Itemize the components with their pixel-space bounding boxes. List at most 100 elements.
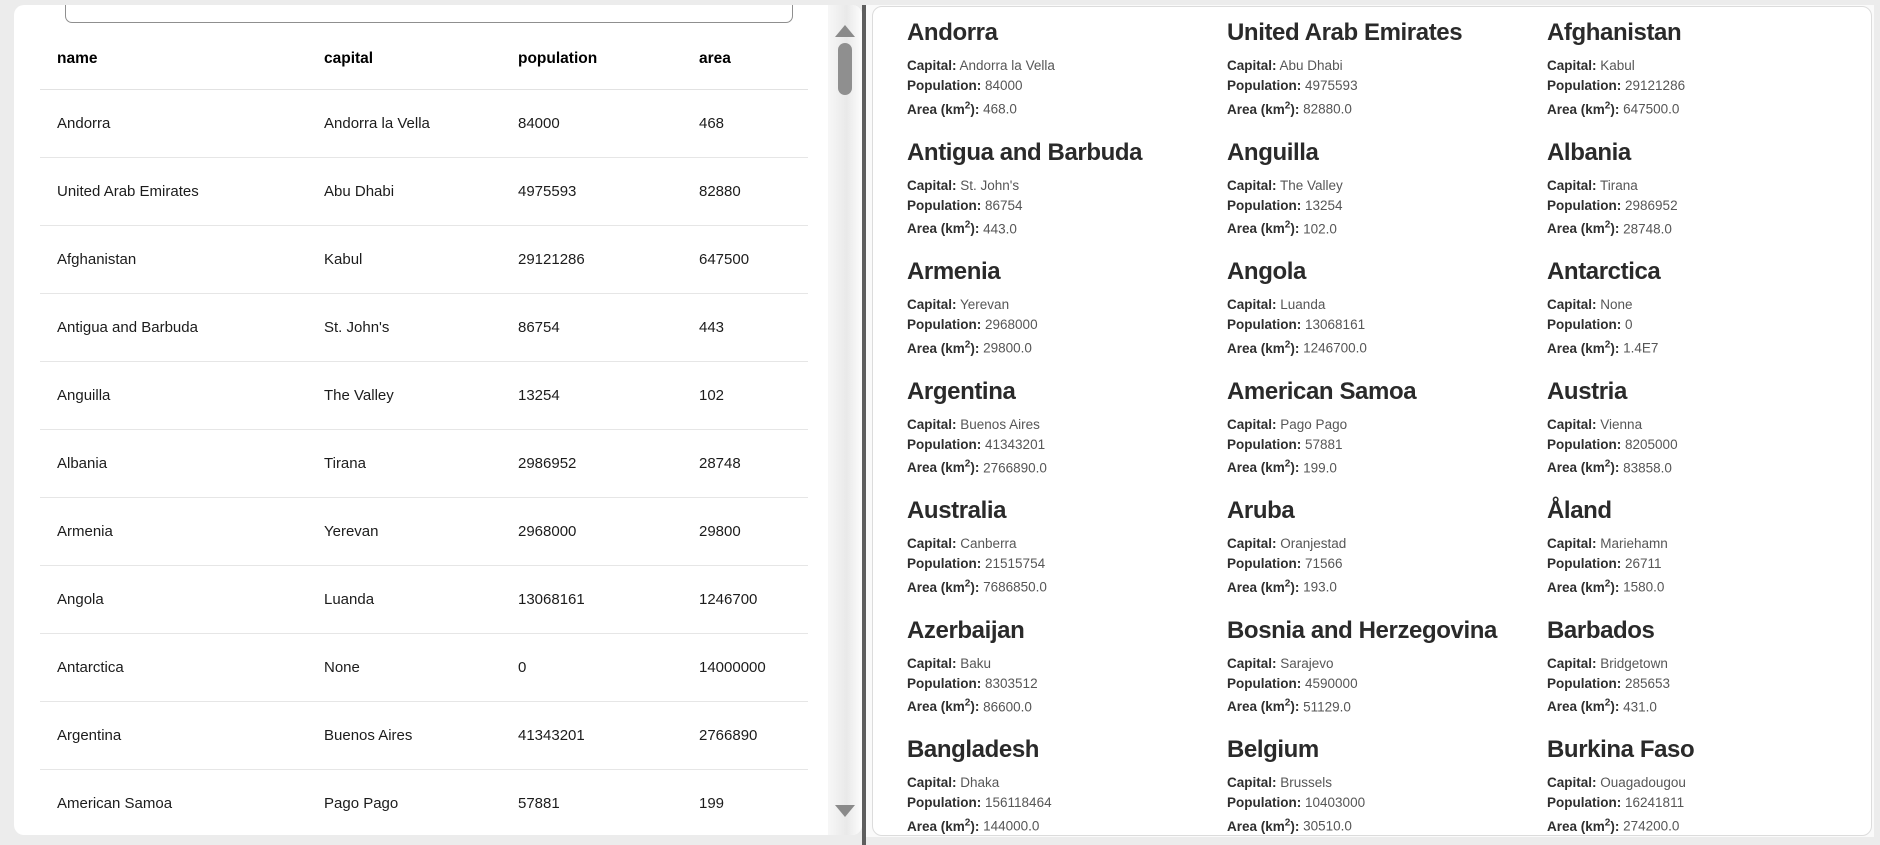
capital-label: Capital: [1227, 177, 1277, 193]
country-name: Azerbaijan [907, 616, 1025, 644]
population-label: Population: [1227, 556, 1302, 571]
population-value: 13254 [1305, 197, 1343, 213]
table-cell: St. John's [307, 293, 501, 362]
area-line: Area (km2): 468.0 [907, 96, 1197, 120]
area-line: Area (km2): 1246700.0 [1227, 335, 1517, 359]
country-card: Barbados Capital: Bridgetown Population: 2… [1547, 617, 1837, 718]
table-cell: Afghanistan [40, 225, 307, 294]
capital-label: Capital: [907, 775, 957, 790]
scroll-up-arrow-icon[interactable] [835, 25, 855, 37]
area-value: 199.0 [1303, 460, 1337, 475]
population-line: Population: 2968000 [907, 315, 1197, 335]
search-input[interactable] [65, 5, 793, 23]
capital-line: Capital: Buenos Aires [907, 415, 1197, 435]
area-line: Area (km2): 30510.0 [1227, 813, 1517, 835]
capital-label: Capital: [907, 58, 957, 73]
area-value: 647500.0 [1623, 101, 1680, 117]
area-line: Area (km2): 199.0 [1227, 455, 1517, 479]
vertical-scrollbar[interactable] [828, 5, 862, 835]
capital-value: St. John's [960, 177, 1020, 193]
capital-label: Capital: [1227, 416, 1277, 432]
country-name: Anguilla [1227, 138, 1319, 166]
country-card: Burkina Faso Capital: Ouagadougou Populati… [1547, 736, 1837, 835]
country-card: Anguilla Capital: The Valley Population: 1… [1227, 139, 1517, 240]
table-cell: Albania [40, 429, 307, 498]
population-label: Population: [1547, 795, 1622, 810]
capital-line: Capital: Mariehamn [1547, 534, 1837, 554]
capital-line: Capital: Tirana [1547, 176, 1837, 196]
capital-label: Capital: [907, 297, 957, 312]
area-label: Area (km2): [1227, 458, 1300, 476]
country-name: Burkina Faso [1547, 736, 1695, 763]
capital-line: Capital: Ouagadougou [1547, 773, 1837, 793]
area-label: Area (km2): [1547, 100, 1620, 117]
capital-line: Capital: Canberra [907, 534, 1197, 554]
area-value: 1246700.0 [1303, 340, 1367, 356]
population-label: Population: [1227, 795, 1302, 810]
capital-line: Capital: The Valley [1227, 176, 1517, 196]
column-header-name: name [40, 28, 307, 90]
population-label: Population: [907, 675, 982, 691]
area-label: Area (km2): [1227, 817, 1300, 834]
country-card: Aruba Capital: Oranjestad Population: 7156… [1227, 497, 1517, 598]
table-cell: Anguilla [40, 361, 307, 430]
population-line: Population: 57881 [1227, 435, 1517, 455]
population-value: 8205000 [1625, 436, 1678, 452]
table-cell: Buenos Aires [307, 701, 501, 770]
scroll-down-arrow-icon[interactable] [835, 805, 855, 817]
country-name: American Samoa [1227, 377, 1417, 405]
table-header: name capital population area [40, 28, 808, 90]
country-card: Australia Capital: Canberra Population: 21… [907, 497, 1197, 598]
capital-line: Capital: Andorra la Vella [907, 56, 1197, 76]
area-line: Area (km2): 2766890.0 [907, 455, 1197, 479]
table-row: Angola Luanda 13068161 1246700 [40, 565, 808, 634]
column-header-capital: capital [307, 28, 501, 90]
country-card: Antarctica Capital: None Population: 0 Area… [1547, 258, 1837, 359]
area-value: 28748.0 [1623, 221, 1672, 236]
country-name: United Arab Emirates [1227, 19, 1463, 46]
capital-line: Capital: Abu Dhabi [1227, 56, 1517, 76]
population-label: Population: [1227, 317, 1302, 332]
area-value: 86600.0 [983, 699, 1032, 714]
area-line: Area (km2): 144000.0 [907, 813, 1197, 835]
area-value: 51129.0 [1303, 699, 1351, 714]
table-cell: Yerevan [307, 497, 501, 566]
area-line: Area (km2): 51129.0 [1227, 694, 1517, 718]
capital-label: Capital: [1227, 536, 1277, 551]
country-card: Åland Capital: Mariehamn Population: 26711… [1547, 497, 1837, 598]
table-row: American Samoa Pago Pago 57881 199 [40, 769, 808, 835]
capital-label: Capital: [1227, 655, 1277, 671]
table-cell: 28748 [682, 429, 808, 498]
area-line: Area (km2): 29800.0 [907, 335, 1197, 359]
country-name: Belgium [1227, 736, 1319, 763]
table-row: Anguilla The Valley 13254 102 [40, 361, 808, 430]
capital-label: Capital: [907, 655, 957, 671]
table-row: United Arab Emirates Abu Dhabi 4975593 8288… [40, 157, 808, 226]
scrollbar-thumb[interactable] [838, 43, 852, 95]
country-name: Bangladesh [907, 736, 1040, 763]
capital-label: Capital: [1547, 655, 1597, 671]
population-value: 156118464 [985, 795, 1052, 810]
capital-value: The Valley [1280, 177, 1343, 193]
population-value: 4975593 [1305, 78, 1358, 93]
population-line: Population: 16241811 [1547, 793, 1837, 813]
split-divider-handle[interactable] [862, 5, 866, 845]
country-card: Antigua and Barbuda Capital: St. John's Po… [907, 139, 1197, 240]
area-value: 274200.0 [1623, 818, 1680, 834]
capital-value: Ouagadougou [1600, 775, 1686, 790]
population-value: 21515754 [985, 556, 1046, 571]
population-line: Population: 71566 [1227, 554, 1517, 574]
table-cell: 13068161 [501, 565, 682, 634]
population-line: Population: 8303512 [907, 674, 1197, 694]
population-line: Population: 4590000 [1227, 674, 1517, 694]
capital-value: Dhaka [960, 775, 1000, 790]
table-header-row: name capital population area [40, 28, 808, 90]
population-line: Population: 10403000 [1227, 793, 1517, 813]
population-line: Population: 13254 [1227, 196, 1517, 216]
population-label: Population: [907, 556, 982, 571]
cards-panel: Andorra Capital: Andorra la Vella Populati… [872, 6, 1872, 836]
population-line: Population: 156118464 [907, 793, 1197, 813]
population-line: Population: 285653 [1547, 674, 1837, 694]
capital-value: Vienna [1600, 416, 1643, 432]
country-name: Andorra [907, 19, 998, 46]
